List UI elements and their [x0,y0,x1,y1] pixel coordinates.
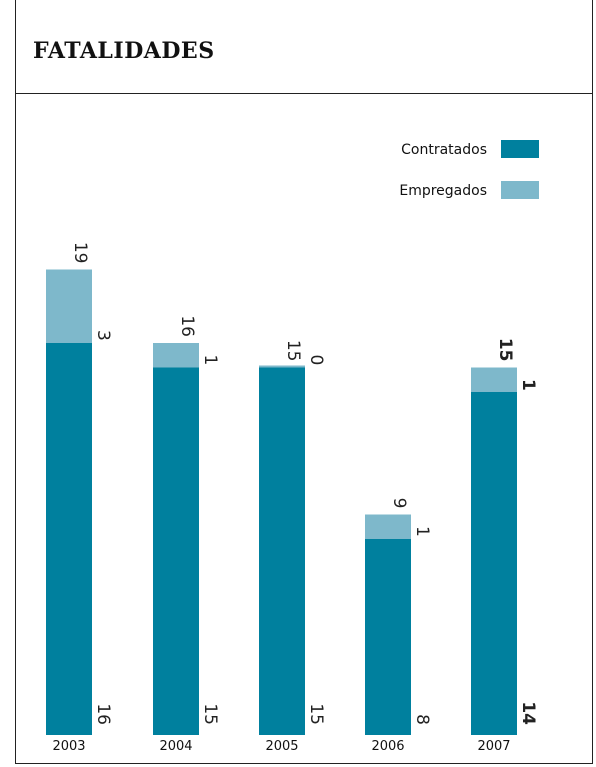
bar-empregados-2005 [259,365,305,368]
legend-label-empregados: Empregados [399,183,487,199]
chart-title: FATALIDADES [33,38,215,64]
label-empregados-2006: 1 [412,526,432,537]
bar-empregados-2006 [365,514,411,539]
chart-frame: FATALIDADES [15,0,593,764]
legend-label-contratados: Contratados [401,142,487,158]
tick-label-2004: 2004 [159,739,192,754]
label-empregados-2005: 0 [306,355,326,366]
bar-contratados-2007 [471,392,517,735]
label-contratados-2004: 15 [200,703,220,725]
bar-contratados-2003 [46,343,92,735]
legend-swatch-empregados [501,181,539,199]
bar-contratados-2006 [365,539,411,735]
label-contratados-2005: 15 [306,703,326,725]
bar-empregados-2007 [471,367,517,392]
tick-label-2006: 2006 [371,739,404,754]
tick-label-2005: 2005 [265,739,298,754]
tick-label-2003: 2003 [52,739,85,754]
chart-header: FATALIDADES [16,0,592,94]
label-total-2003: 19 [70,242,90,264]
label-total-2006: 9 [389,498,409,509]
label-empregados-2007: 1 [518,379,538,391]
label-contratados-2006: 8 [412,714,432,725]
bar-empregados-2003 [46,269,92,343]
label-total-2007: 15 [495,338,515,362]
label-contratados-2007: 14 [518,701,538,725]
label-total-2004: 16 [177,315,197,337]
bar-empregados-2004 [153,343,199,368]
label-empregados-2004: 1 [200,355,220,366]
label-empregados-2003: 3 [93,330,113,341]
label-total-2005: 15 [283,340,303,362]
bar-contratados-2005 [259,367,305,735]
legend-swatch-contratados [501,140,539,158]
bar-contratados-2004 [153,367,199,735]
tick-label-2007: 2007 [477,739,510,754]
label-contratados-2003: 16 [93,703,113,725]
